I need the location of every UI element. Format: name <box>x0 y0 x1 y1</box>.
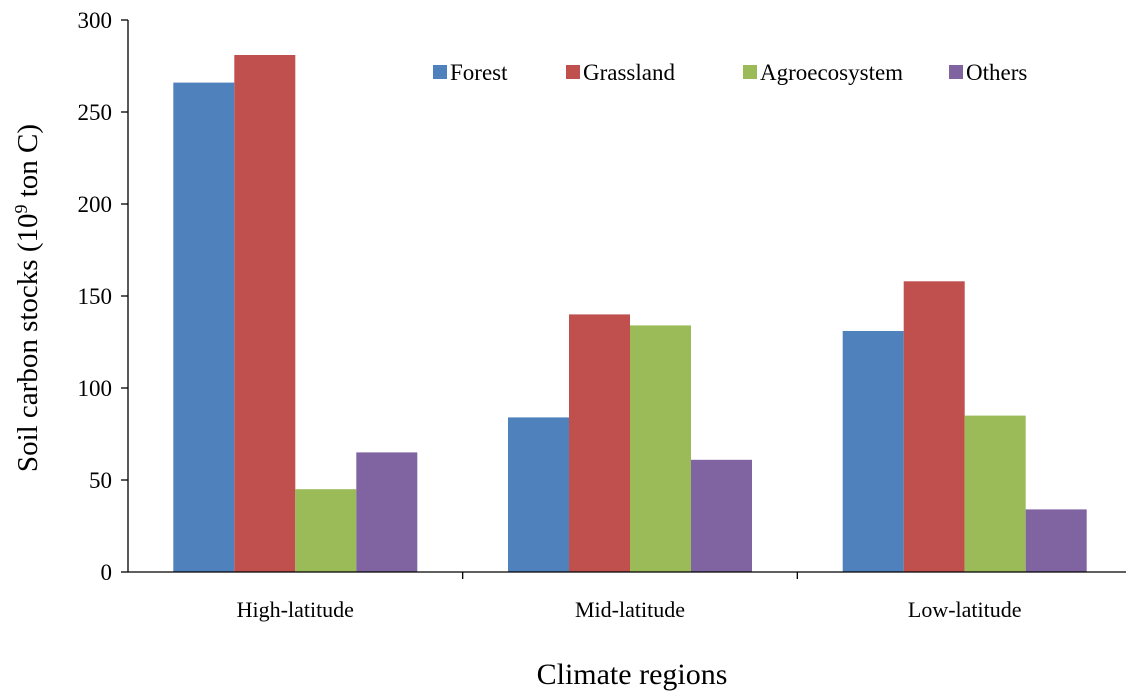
y-axis-title-end: ton C) <box>12 124 44 205</box>
y-tick-label: 50 <box>89 468 112 493</box>
bar-others-mid-latitude <box>691 459 752 572</box>
legend-label: Forest <box>450 60 508 85</box>
legend-label: Grassland <box>583 60 675 85</box>
y-tick-label: 200 <box>78 192 113 217</box>
legend-label: Others <box>966 60 1027 85</box>
y-axis-title-superscript: 9 <box>11 205 31 214</box>
x-tick-label: Low-latitude <box>908 597 1022 622</box>
legend-item-agroecosystem: Agroecosystem <box>743 60 903 85</box>
y-tick-label: 300 <box>78 8 113 33</box>
legend-swatch <box>566 65 580 79</box>
x-tick-label: Mid-latitude <box>575 597 685 622</box>
bar-others-high-latitude <box>356 452 418 572</box>
bar-forest-low-latitude <box>842 331 904 572</box>
bar-forest-high-latitude <box>173 82 235 572</box>
legend-swatch <box>743 65 757 79</box>
legend-swatch <box>949 65 963 79</box>
legend-swatch <box>433 65 447 79</box>
x-tick-label: High-latitude <box>237 597 354 622</box>
bar-grassland-mid-latitude <box>569 314 630 572</box>
y-tick-label: 0 <box>101 560 113 585</box>
legend: Forest Grassland Agroecosystem Others <box>433 60 1027 85</box>
bar-agroecosystem-mid-latitude <box>630 325 691 572</box>
bar-grassland-high-latitude <box>234 55 296 572</box>
legend-item-grassland: Grassland <box>566 60 675 85</box>
y-tick-label: 150 <box>78 284 113 309</box>
bar-agroecosystem-low-latitude <box>964 415 1026 572</box>
y-tick-label: 100 <box>78 376 113 401</box>
legend-item-forest: Forest <box>433 60 508 85</box>
bar-agroecosystem-high-latitude <box>295 489 357 572</box>
ticks-layer: High-latitude Mid-latitude Low-latitude 0 50… <box>78 8 1022 622</box>
x-axis-title: Climate regions <box>537 658 728 691</box>
bar-grassland-low-latitude <box>903 281 965 572</box>
y-axis-title-main: Soil carbon stocks (10 <box>12 214 44 473</box>
legend-item-others: Others <box>949 60 1027 85</box>
y-axis-title: Soil carbon stocks (109 ton C) <box>11 124 44 472</box>
legend-label: Agroecosystem <box>760 60 903 85</box>
y-tick-label: 250 <box>78 100 113 125</box>
bars-layer <box>173 55 1087 572</box>
bar-others-low-latitude <box>1025 509 1087 572</box>
bar-forest-mid-latitude <box>508 417 569 572</box>
